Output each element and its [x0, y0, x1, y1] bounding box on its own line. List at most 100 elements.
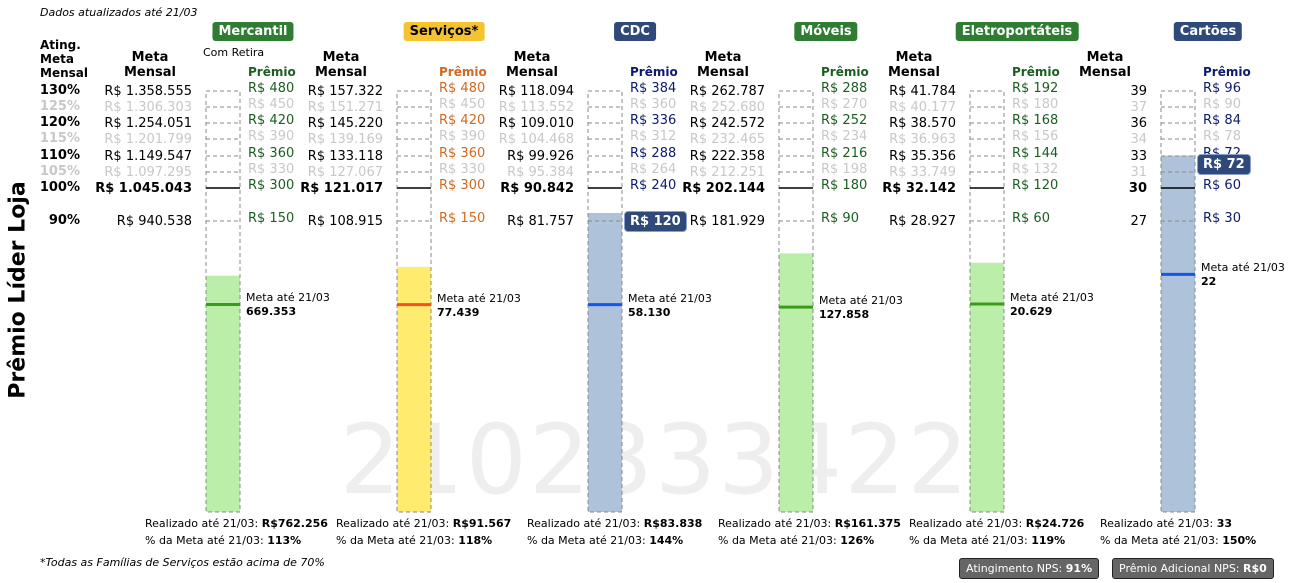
realizado-footer-1: Realizado até 21/03: R$91.567 % da Meta a…	[336, 515, 511, 549]
bar-0	[206, 275, 240, 512]
meta-value: R$ 40.177	[889, 100, 956, 115]
pct-meta-line: % da Meta até 21/03: 113%	[145, 534, 302, 547]
meta-header-line: Mensal	[697, 65, 749, 80]
premio-value: R$ 150	[248, 211, 295, 226]
pct-meta-line: % da Meta até 21/03: 126%	[718, 534, 875, 547]
meta-header-4: Meta Mensal	[874, 50, 954, 80]
bar-1	[397, 266, 431, 512]
nps-ating-value: 91%	[1065, 562, 1093, 575]
meta-value: R$ 1.358.555	[104, 84, 192, 99]
realizado-footer-0: Realizado até 21/03: R$762.256 % da Meta …	[145, 515, 328, 549]
realizado-line: Realizado até 21/03: R$91.567	[336, 517, 512, 530]
meta-value: 30	[1128, 181, 1147, 196]
level-label: 120%	[39, 115, 80, 130]
meta-value: 36	[1130, 116, 1147, 131]
meta-value: R$ 38.570	[889, 116, 956, 131]
meta-value: R$ 41.784	[889, 84, 956, 99]
premio-value: R$ 390	[439, 129, 486, 144]
meta-value: 34	[1130, 132, 1147, 147]
premio-header-2: Prêmio	[630, 65, 678, 79]
meta-value: R$ 1.097.295	[104, 165, 192, 180]
realizado-footer-4: Realizado até 21/03: R$24.726 % da Meta a…	[909, 515, 1084, 549]
category-tag-0: Mercantil	[212, 22, 294, 41]
meta-value: 27	[1130, 214, 1147, 229]
premio-value: R$ 150	[439, 211, 486, 226]
meta-value: R$ 33.749	[889, 165, 956, 180]
category-tag-2: CDC	[614, 22, 656, 41]
pct-meta-line: % da Meta até 21/03: 119%	[909, 534, 1066, 547]
nps-atingimento-pill: Atingimento NPS: 91%	[959, 558, 1100, 579]
meta-header-line: Mensal	[124, 65, 176, 80]
meta-header-line: Mensal	[1079, 65, 1131, 80]
premio-value: R$ 264	[630, 162, 677, 177]
meta-ate-text: Meta até 21/03	[437, 291, 521, 305]
premio-value: R$ 480	[439, 81, 486, 96]
pct-meta-line: % da Meta até 21/03: 150%	[1100, 534, 1257, 547]
bar-5	[1161, 155, 1195, 512]
level-label: 130%	[39, 83, 80, 98]
premio-value: R$ 360	[439, 146, 486, 161]
meta-header-line: Meta	[1086, 50, 1124, 65]
meta-header-line: Meta	[322, 50, 360, 65]
meta-header-2: Meta Mensal	[492, 50, 572, 80]
premio-value: R$ 234	[821, 129, 868, 144]
premio-value: R$ 330	[248, 162, 295, 177]
premio-value: R$ 450	[248, 97, 295, 112]
meta-header-5: Meta Mensal	[1065, 50, 1145, 80]
realizado-footer-3: Realizado até 21/03: R$161.375 % da Meta …	[718, 515, 901, 549]
nps-ating-label: Atingimento NPS:	[966, 562, 1063, 575]
premio-value: R$ 60	[1203, 178, 1241, 193]
meta-ate-value: 77.439	[437, 305, 480, 319]
category-tag-4: Eletroportáteis	[955, 22, 1079, 41]
premio-value: R$ 78	[1203, 129, 1241, 144]
meta-header-line: Meta	[513, 50, 551, 65]
meta-value: R$ 35.356	[889, 149, 956, 164]
realizado-footer-5: Realizado até 21/03: 33 % da Meta até 21/…	[1100, 515, 1256, 549]
meta-ate-text: Meta até 21/03	[819, 294, 903, 308]
premio-value: R$ 216	[821, 146, 868, 161]
meta-ate-value: 22	[1201, 275, 1217, 289]
premio-header-3: Prêmio	[821, 65, 869, 79]
level-label: 105%	[39, 164, 80, 179]
realizado-line: Realizado até 21/03: R$24.726	[909, 517, 1085, 530]
premio-header-0: Prêmio	[248, 65, 296, 79]
meta-ate-label-1: Meta até 21/03 77.439	[437, 292, 521, 320]
meta-header-line: Mensal	[315, 65, 367, 80]
category-tag-5: Cartões	[1173, 22, 1243, 41]
realizado-line: Realizado até 21/03: R$83.838	[527, 517, 703, 530]
bar-3	[779, 253, 813, 512]
meta-value: R$ 118.094	[498, 84, 574, 99]
watermark: 2102333422	[339, 404, 971, 516]
nps-premio-pill: Prêmio Adicional NPS: R$0	[1112, 558, 1274, 579]
premio-value: R$ 480	[248, 81, 295, 96]
premio-value: R$ 240	[630, 178, 677, 193]
meta-value: R$ 212.251	[689, 165, 765, 180]
meta-value: R$ 1.254.051	[104, 116, 192, 131]
meta-value: R$ 145.220	[307, 116, 383, 131]
category-subtitle-0: Com Retira	[203, 46, 265, 59]
meta-value: R$ 1.149.547	[104, 149, 192, 164]
meta-value: R$ 104.468	[498, 132, 574, 147]
meta-value: 31	[1130, 165, 1147, 180]
premio-value: R$ 312	[630, 129, 677, 144]
meta-value: R$ 32.142	[882, 181, 956, 196]
meta-ate-text: Meta até 21/03	[628, 291, 712, 305]
premio-value: R$ 300	[439, 178, 486, 193]
nps-premio-label: Prêmio Adicional NPS:	[1119, 562, 1240, 575]
premio-value: R$ 420	[439, 113, 486, 128]
meta-ate-label-4: Meta até 21/03 20.629	[1010, 291, 1094, 319]
premio-header-1: Prêmio	[439, 65, 487, 79]
premio-value: R$ 360	[630, 97, 677, 112]
meta-header-line: Meta	[131, 50, 169, 65]
level-label: 125%	[39, 99, 80, 114]
premio-value: R$ 270	[821, 97, 868, 112]
meta-ate-value: 58.130	[628, 305, 671, 319]
premio-value: R$ 30	[1203, 211, 1241, 226]
meta-header-3: Meta Mensal	[683, 50, 763, 80]
premio-value: R$ 384	[630, 81, 677, 96]
meta-value: R$ 181.929	[689, 214, 765, 229]
premio-value: R$ 198	[821, 162, 868, 177]
category-tag-1: Serviços*	[403, 22, 485, 41]
meta-ate-value: 20.629	[1010, 305, 1053, 319]
premio-value: R$ 288	[630, 146, 677, 161]
